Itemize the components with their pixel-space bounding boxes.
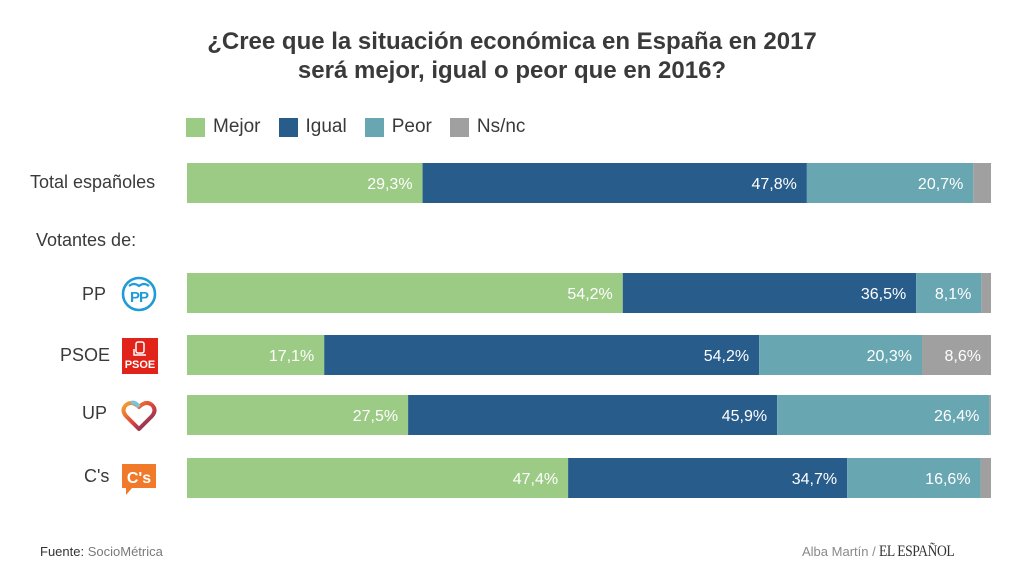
el-espanol-logo: EL ESPAÑOL bbox=[879, 543, 955, 560]
data-label-igual: 47,8% bbox=[752, 176, 797, 193]
legend-swatch-igual bbox=[278, 117, 298, 137]
bar-segment-ns-nc bbox=[989, 395, 991, 435]
row-label-total: Total españoles bbox=[30, 172, 156, 192]
bar-row-psoe: 17,1% 54,2% 20,3% 8,6% bbox=[187, 335, 991, 375]
data-label-mejor: 54,2% bbox=[567, 286, 612, 303]
bar-segment-ns-nc bbox=[921, 335, 991, 375]
source-value: SocioMétrica bbox=[87, 544, 163, 559]
legend: Mejor Igual Peor Ns/nc bbox=[186, 116, 543, 138]
legend-swatch-nsnc bbox=[449, 117, 469, 137]
section-label-votantes: Votantes de: bbox=[36, 230, 137, 250]
pp-logo-icon: PP bbox=[121, 276, 157, 312]
data-label-peor: 26,4% bbox=[934, 408, 979, 425]
bar-segment-ns-nc bbox=[981, 273, 991, 313]
data-label-mejor: 29,3% bbox=[367, 176, 412, 193]
bar-segment-igual bbox=[324, 335, 760, 375]
up-heart-logo-icon bbox=[121, 400, 157, 431]
bar-segment-mejor bbox=[187, 273, 623, 313]
chart-title: ¿Cree que la situación económica en Espa… bbox=[0, 27, 1024, 85]
author-credit: Alba Martín / bbox=[802, 544, 876, 559]
bar-segment-mejor bbox=[187, 395, 409, 435]
legend-label-nsnc: Ns/nc bbox=[476, 116, 526, 137]
legend-label-mejor: Mejor bbox=[213, 116, 261, 137]
bar-segment-mejor bbox=[187, 163, 423, 203]
bar-segment-peor bbox=[806, 163, 974, 203]
row-label-cs: C's bbox=[84, 466, 110, 486]
bar-segment-igual bbox=[408, 395, 778, 435]
legend-item-nsnc: Ns/nc bbox=[449, 116, 526, 138]
data-label-mejor: 27,5% bbox=[353, 408, 398, 425]
row-label-psoe: PSOE bbox=[60, 345, 111, 365]
legend-label-igual: Igual bbox=[305, 116, 347, 137]
data-label-igual: 54,2% bbox=[704, 348, 749, 365]
legend-label-peor: Peor bbox=[391, 116, 432, 137]
bar-row-up: 27,5% 45,9% 26,4% bbox=[187, 395, 991, 435]
bar-segment-peor bbox=[847, 458, 981, 498]
footer-credit: Alba Martín / EL ESPAÑOL bbox=[802, 543, 968, 561]
data-label-igual: 45,9% bbox=[722, 408, 767, 425]
legend-item-mejor: Mejor bbox=[186, 116, 261, 138]
bar-segment-peor bbox=[916, 273, 982, 313]
bar-segment-ns-nc bbox=[973, 163, 991, 203]
svg-text:PP: PP bbox=[130, 289, 149, 306]
bar-segment-igual bbox=[422, 163, 807, 203]
row-label-pp: PP bbox=[82, 284, 107, 304]
legend-swatch-peor bbox=[364, 117, 384, 137]
source-label: Fuente: bbox=[40, 544, 85, 559]
data-label-igual: 34,7% bbox=[792, 471, 837, 488]
legend-item-peor: Peor bbox=[364, 116, 432, 138]
data-label-peor: 20,7% bbox=[918, 176, 963, 193]
bar-row-total-espa-oles: 29,3% 47,8% 20,7% bbox=[187, 163, 991, 203]
data-label-peor: 20,3% bbox=[867, 348, 912, 365]
bar-segment-ns-nc bbox=[980, 458, 991, 498]
data-label-ns-nc: 8,6% bbox=[945, 348, 981, 365]
footer-source: Fuente: SocioMétrica bbox=[40, 544, 163, 559]
svg-text:C's: C's bbox=[127, 470, 151, 487]
legend-item-igual: Igual bbox=[278, 116, 347, 138]
cs-logo-icon: C's bbox=[122, 464, 156, 495]
bar-segment-igual bbox=[622, 273, 917, 313]
data-label-mejor: 17,1% bbox=[269, 348, 314, 365]
bar-segment-peor bbox=[759, 335, 922, 375]
bar-row-c-s: 47,4% 34,7% 16,6% bbox=[187, 458, 991, 498]
bar-row-pp: 54,2% 36,5% 8,1% bbox=[187, 273, 991, 313]
psoe-logo-icon: PSOE bbox=[122, 338, 158, 374]
bar-segment-igual bbox=[568, 458, 848, 498]
chart-title-line-2: será mejor, igual o peor que en 2016? bbox=[297, 57, 727, 84]
chart-title-line-1: ¿Cree que la situación económica en Espa… bbox=[207, 28, 817, 55]
data-label-igual: 36,5% bbox=[861, 286, 906, 303]
bar-segment-peor bbox=[777, 395, 990, 435]
data-label-mejor: 47,4% bbox=[513, 471, 558, 488]
data-label-peor: 8,1% bbox=[935, 286, 971, 303]
bar-segment-mejor bbox=[187, 458, 569, 498]
legend-swatch-mejor bbox=[186, 117, 205, 137]
bar-segment-mejor bbox=[187, 335, 325, 375]
svg-text:PSOE: PSOE bbox=[125, 359, 156, 371]
row-label-up: UP bbox=[82, 403, 108, 423]
data-label-peor: 16,6% bbox=[925, 471, 970, 488]
